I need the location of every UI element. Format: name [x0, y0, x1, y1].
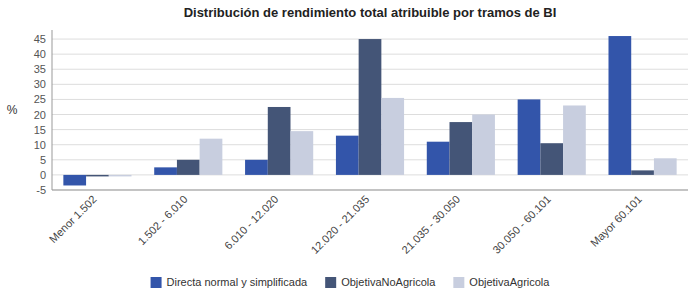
title: Distribución de rendimiento total atribu… [184, 5, 557, 20]
legend-swatch [151, 277, 162, 288]
y-tick-label: 10 [34, 139, 46, 151]
grid-line [52, 190, 688, 191]
x-tick-label: 12.020 - 21.035 [308, 193, 371, 256]
bar [109, 175, 132, 177]
grid [52, 39, 688, 190]
bar [359, 39, 382, 175]
bar [427, 142, 450, 175]
y-tick-label: 0 [40, 169, 46, 181]
bar [654, 158, 677, 175]
bar [609, 36, 632, 175]
bar [63, 175, 86, 186]
y-tick-label: 40 [34, 48, 46, 60]
bar [200, 139, 223, 175]
bar [245, 160, 268, 175]
x-tick-label: 1.502 - 6.010 [135, 193, 189, 247]
x-tick-label: 6.010 - 12.020 [222, 193, 281, 252]
bar [381, 98, 404, 175]
bars [63, 36, 676, 185]
x-tick-label: 30.050 - 60.101 [490, 193, 553, 256]
y-tick-label: 25 [34, 93, 46, 105]
bar [472, 115, 495, 175]
legend: Directa normal y simplificada ObjetivaNoA… [151, 276, 551, 288]
y-tick-label: 30 [34, 78, 46, 90]
legend-swatch [325, 277, 336, 288]
bar [86, 175, 109, 177]
x-tick-label: Menor 1.502 [47, 193, 99, 245]
y-tick-label: 5 [40, 154, 46, 166]
y-tick-label: 35 [34, 63, 46, 75]
x-axis-line [52, 190, 688, 191]
y-tick-label: 20 [34, 109, 46, 121]
x-tick-label: Mayor 60.101 [588, 193, 644, 249]
legend-label: Directa normal y simplificada [167, 276, 308, 288]
bar [563, 105, 586, 174]
legend-label: ObjetivaNoAgricola [341, 276, 436, 288]
bar [177, 160, 200, 175]
bar [631, 170, 654, 175]
chart: Distribución de rendimiento total atribu… [0, 0, 700, 300]
legend-swatch [453, 277, 464, 288]
bar [540, 143, 563, 175]
bar [154, 167, 177, 175]
y-axis-label: % [7, 103, 18, 117]
y-axis-line [52, 30, 53, 190]
y-tick-label: 15 [34, 124, 46, 136]
y-tick-label: -5 [36, 184, 46, 196]
legend-label: ObjetivaAgricola [469, 276, 550, 288]
bar [336, 136, 359, 175]
x-tick-label: 21.035 - 30.050 [399, 193, 462, 256]
bar [268, 107, 291, 175]
bar [291, 131, 314, 175]
y-tick-label: 45 [34, 33, 46, 45]
bar [450, 122, 473, 175]
bar [518, 99, 541, 174]
